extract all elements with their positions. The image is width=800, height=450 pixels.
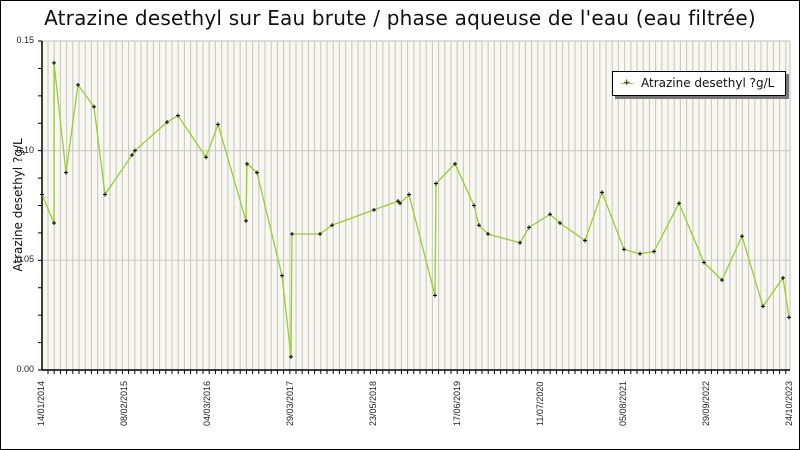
y-tick-label: 0.15 xyxy=(16,35,34,45)
y-tick-label: 0.05 xyxy=(16,254,34,265)
chart-title: Atrazine desethyl sur Eau brute / phase … xyxy=(44,6,756,30)
legend-label: Atrazine desethyl ?g/L xyxy=(641,76,775,90)
legend: + Atrazine desethyl ?g/L xyxy=(612,71,786,96)
legend-marker-icon: + xyxy=(623,78,631,88)
y-tick-label: 0.00 xyxy=(16,364,34,374)
legend-line-swatch xyxy=(621,83,633,84)
y-tick-label: 0.10 xyxy=(16,144,34,155)
